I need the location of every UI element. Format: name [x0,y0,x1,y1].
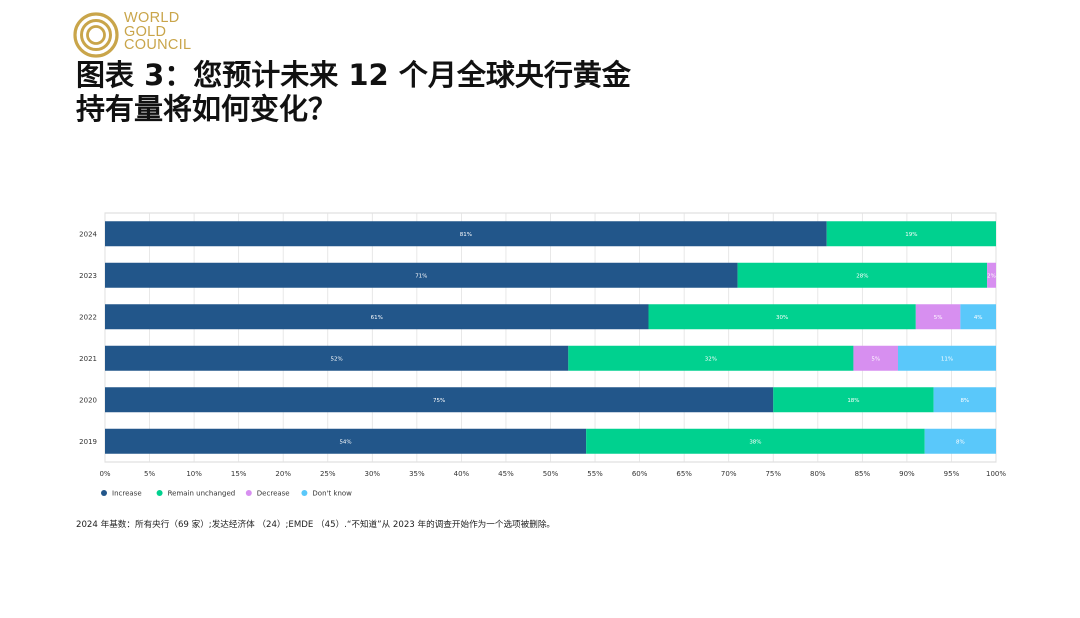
category-label: 2022 [79,313,97,321]
bar-segment [826,221,996,247]
data-label: 61% [371,315,383,321]
bar-segment [924,428,996,454]
data-label: 75% [433,398,445,404]
legend-marker [301,490,308,496]
bar-segment [105,221,827,247]
logo-line-3: COUNCIL [124,37,192,54]
title-line-2: 持有量将如何变化？ [76,92,338,126]
data-label: 19% [905,232,917,238]
legend-label: Increase [112,490,142,498]
x-tick-label: 55% [587,470,603,478]
x-tick-label: 15% [231,470,247,478]
legend-marker [245,490,252,496]
x-tick-label: 95% [944,470,960,478]
category-label: 2021 [79,355,97,363]
category-label: 2024 [79,230,97,238]
data-label: 32% [705,356,717,362]
logo-line-2: GOLD [124,23,167,40]
category-label: 2023 [79,272,97,280]
legend-label: Remain unchanged [168,490,236,498]
x-tick-label: 35% [409,470,425,478]
legend-marker [101,490,107,496]
category-label: 2019 [79,438,97,446]
bar-segment [648,304,916,330]
page-title: 图表 3：您预计未来 12 个月全球央行黄金 持有量将如何变化？ [76,58,796,126]
bar-segment [105,345,569,371]
data-label: 38% [749,439,761,445]
x-tick-label: 100% [986,470,1006,478]
data-label: 2% [987,273,996,279]
x-tick-label: 5% [144,470,155,478]
x-tick-label: 65% [676,470,692,478]
x-tick-label: 40% [454,470,470,478]
bar-segment [105,428,587,454]
x-tick-label: 60% [632,470,648,478]
data-label: 8% [960,398,969,404]
data-label: 71% [415,273,427,279]
x-tick-label: 0% [99,470,110,478]
data-label: 81% [460,232,472,238]
bar-segment [105,304,649,330]
x-tick-label: 90% [899,470,915,478]
bar-segment [773,387,934,413]
bar-segment [933,387,996,413]
legend-label: Don't know [312,490,352,498]
data-label: 11% [941,356,953,362]
bar-segment [105,262,738,288]
x-tick-label: 30% [365,470,381,478]
bar-segment [737,262,988,288]
bar-segment [105,387,774,413]
bar-segment [853,345,898,371]
bar-segment [568,345,854,371]
x-tick-label: 10% [186,470,202,478]
data-label: 52% [331,356,343,362]
x-tick-label: 80% [810,470,826,478]
legend-label: Decrease [257,490,290,498]
legend-marker [156,490,163,496]
data-label: 8% [956,439,965,445]
data-label: 18% [847,398,859,404]
bar-segment [897,345,996,371]
data-label: 54% [339,439,351,445]
world-gold-council-logo: WORLD GOLD COUNCIL [73,11,213,61]
x-tick-label: 50% [543,470,559,478]
bar-segment [960,304,996,330]
bar-segment [987,262,996,288]
logo-line-1: WORLD [124,10,180,26]
data-label: 30% [776,315,788,321]
bar-segment [915,304,961,330]
category-label: 2020 [79,396,97,404]
title-line-1: 图表 3：您预计未来 12 个月全球央行黄金 [76,58,631,92]
logo-wordmark: WORLD GOLD COUNCIL [124,10,192,54]
data-label: 4% [974,315,983,321]
data-label: 5% [871,356,880,362]
bar-segment [586,428,925,454]
logo-rings-icon [73,12,119,58]
footnote: 2024 年基数：所有央行（69 家）;发达经济体 （24）;EMDE （45）… [76,520,556,530]
x-tick-label: 20% [275,470,291,478]
data-label: 28% [856,273,868,279]
data-label: 5% [934,315,943,321]
x-tick-label: 75% [765,470,781,478]
x-tick-label: 45% [498,470,514,478]
x-tick-label: 85% [855,470,871,478]
x-tick-label: 70% [721,470,737,478]
x-tick-label: 25% [320,470,336,478]
